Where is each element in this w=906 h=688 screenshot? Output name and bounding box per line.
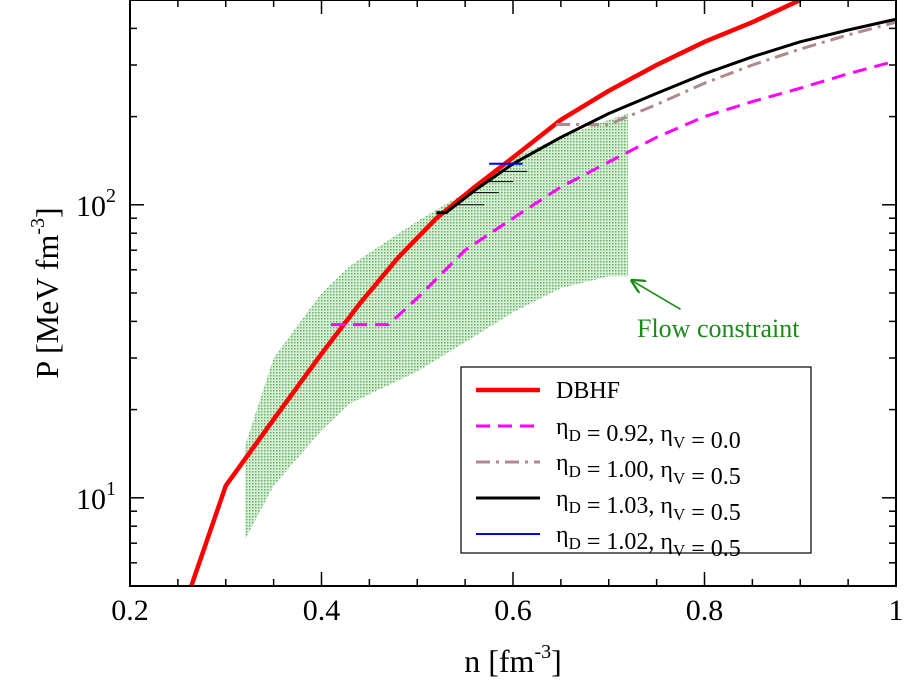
legend-text-part: = 0.0 xyxy=(685,428,741,454)
legend-text-part: η xyxy=(556,450,569,476)
legend-subscript: V xyxy=(673,433,686,452)
annotation-layer: Flow constraint xyxy=(632,281,800,343)
y-axis-title-end: ] xyxy=(29,207,65,218)
series-line-0 xyxy=(189,0,802,586)
legend-text-part: η xyxy=(556,414,569,440)
series-line-1 xyxy=(331,59,896,327)
x-axis-title-end: ] xyxy=(551,643,562,679)
series-layer xyxy=(189,0,896,586)
y-tick-label-base: 10 xyxy=(76,190,106,223)
legend-text-part: = 0.5 xyxy=(685,536,741,562)
y-tick-label-exp: 1 xyxy=(106,478,116,500)
annotation-label: Flow constraint xyxy=(637,314,800,343)
legend-text-part: = 1.00, η xyxy=(581,457,673,483)
x-tick-label: 1 xyxy=(889,594,904,627)
y-tick-label-base: 10 xyxy=(76,483,106,516)
legend-subscript: D xyxy=(569,462,581,481)
y-axis-title-sup: -3 xyxy=(27,218,49,235)
legend-subscript: D xyxy=(569,534,581,553)
annotation-arrow xyxy=(632,281,681,310)
legend-text-part: = 1.03, η xyxy=(581,493,673,519)
y-tick-label: 102 xyxy=(76,185,116,223)
legend-subscript: V xyxy=(673,541,686,560)
x-tick-label: 0.8 xyxy=(686,594,724,627)
plot-area xyxy=(189,0,896,586)
x-axis-title-main: n [fm xyxy=(464,643,534,679)
x-axis-title: n [fm-3] xyxy=(464,641,562,679)
legend-text-part: η xyxy=(556,522,569,548)
legend-label-0: DBHF xyxy=(556,378,620,404)
legend-text-part: = 1.02, η xyxy=(581,529,673,555)
legend-label-1: ηD = 0.92, ηV = 0.0 xyxy=(556,414,741,454)
legend-label-4: ηD = 1.02, ηV = 0.5 xyxy=(556,522,741,562)
axis-ticks xyxy=(129,0,897,587)
legend-subscript: D xyxy=(569,498,581,517)
series-line-3 xyxy=(436,17,896,215)
series-line-2 xyxy=(556,20,896,126)
flow-constraint-band xyxy=(244,113,628,540)
x-axis-title-sup: -3 xyxy=(534,641,551,663)
x-tick-label: 0.6 xyxy=(494,594,532,627)
legend-label-2: ηD = 1.00, ηV = 0.5 xyxy=(556,450,741,490)
legend-text-part: = 0.5 xyxy=(685,500,741,526)
y-axis-title-main: P [MeV fm xyxy=(29,235,65,379)
legend-text-part: = 0.92, η xyxy=(581,421,673,447)
legend-label-3: ηD = 1.03, ηV = 0.5 xyxy=(556,486,741,526)
legend-text-part: = 0.5 xyxy=(685,464,741,490)
legend-box xyxy=(460,366,812,554)
legend-text-part: η xyxy=(556,486,569,512)
y-tick-label-exp: 2 xyxy=(106,185,116,207)
y-axis-title: P [MeV fm-3] xyxy=(27,207,65,378)
legend-subscript: D xyxy=(569,426,581,445)
legend-subscript: V xyxy=(673,469,686,488)
flow-constraint-band-layer xyxy=(244,113,628,540)
x-tick-label: 0.4 xyxy=(303,594,341,627)
y-tick-label: 101 xyxy=(76,478,116,516)
x-tick-label: 0.2 xyxy=(111,594,149,627)
legend-subscript: V xyxy=(673,505,686,524)
